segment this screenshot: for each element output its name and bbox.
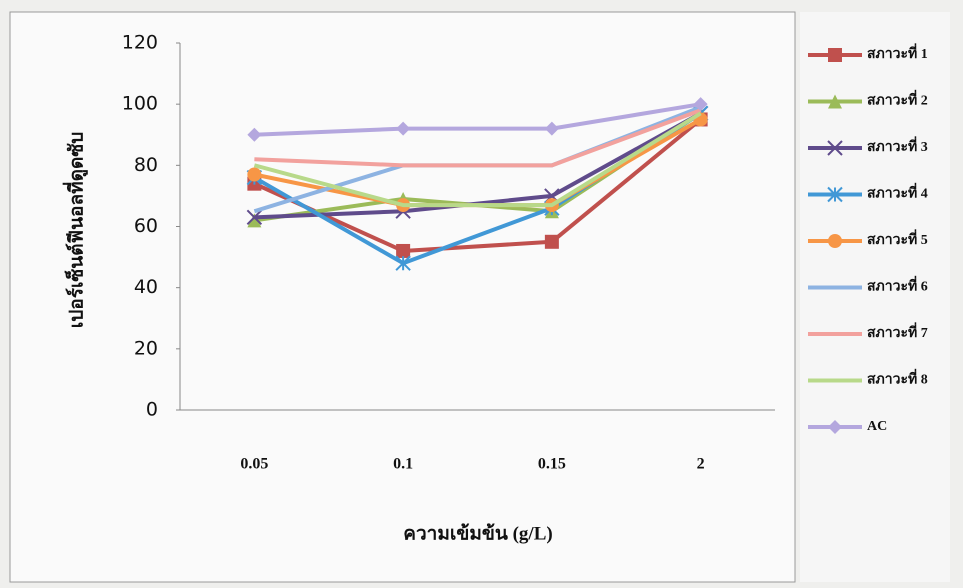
y-tick-label: 100 <box>122 93 158 115</box>
x-tick-label: 0.1 <box>393 456 413 473</box>
y-tick-label: 60 <box>134 215 158 237</box>
x-axis-title: ความเข้มข้น (g/L) <box>403 522 552 544</box>
x-tick-label: 2 <box>697 456 705 473</box>
x-tick-label: 0.15 <box>538 456 566 473</box>
y-tick-label: 120 <box>122 32 158 54</box>
x-tick-label: 0.05 <box>240 456 268 473</box>
data-point <box>247 168 261 182</box>
chart: เปอร์เซ็นต์ฟีนอลที่ดูดซับ ความเข้มข้น (g… <box>0 0 963 588</box>
data-point <box>545 235 559 249</box>
legend-marker <box>828 48 842 62</box>
y-axis-title: เปอร์เซ็นต์ฟีนอลที่ดูดซับ <box>62 132 88 329</box>
y-tick-label: 80 <box>134 154 158 176</box>
legend-label: AC <box>867 419 887 434</box>
y-tick-label: 0 <box>146 399 158 421</box>
legend-marker <box>828 234 842 248</box>
y-tick-label: 40 <box>134 276 158 298</box>
y-tick-label: 20 <box>134 337 158 359</box>
data-point <box>396 244 410 258</box>
